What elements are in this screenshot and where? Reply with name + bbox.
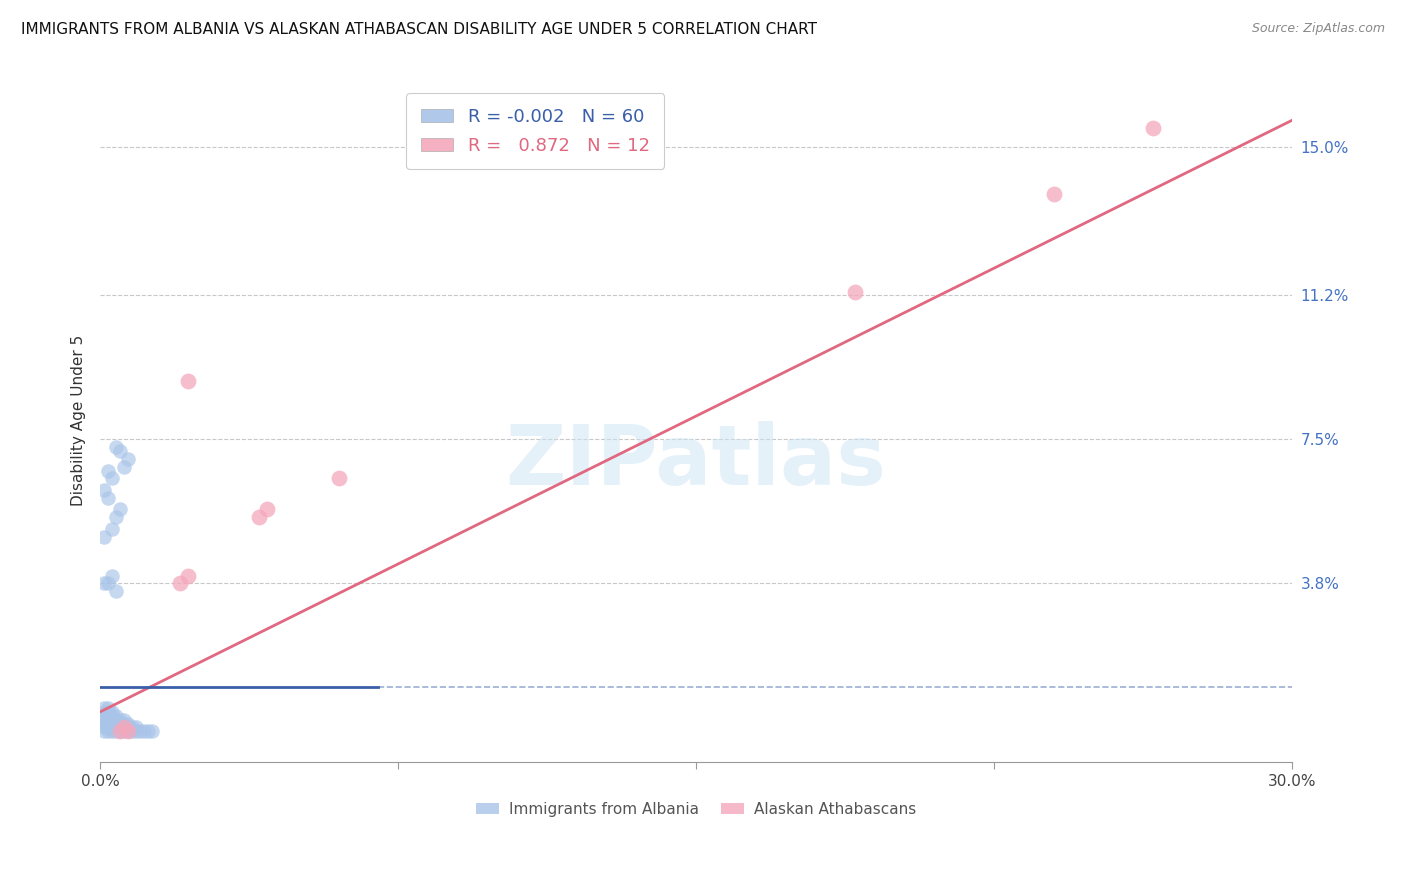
Text: IMMIGRANTS FROM ALBANIA VS ALASKAN ATHABASCAN DISABILITY AGE UNDER 5 CORRELATION: IMMIGRANTS FROM ALBANIA VS ALASKAN ATHAB… (21, 22, 817, 37)
Point (117, 724, 139, 739)
Point (112, 724, 135, 739)
Point (108, 444, 131, 458)
Point (105, 724, 128, 739)
Point (108, 713, 131, 727)
Point (125, 724, 148, 739)
Point (97, 724, 120, 739)
Point (97, 705, 120, 719)
Point (93, 720, 115, 734)
Point (101, 724, 124, 739)
Point (1042, 187, 1064, 202)
Point (128, 724, 150, 739)
Text: ZIPatlas: ZIPatlas (506, 420, 887, 501)
Point (101, 708, 124, 723)
Point (136, 724, 159, 739)
Point (328, 471, 350, 485)
Point (93, 708, 115, 723)
Point (93, 716, 115, 731)
Point (117, 716, 139, 731)
Point (121, 720, 143, 734)
Point (112, 720, 135, 734)
Point (101, 720, 124, 734)
Point (176, 568, 198, 582)
Point (117, 451, 139, 466)
Point (97, 716, 120, 731)
Point (101, 471, 124, 485)
Point (121, 724, 143, 739)
Point (125, 720, 148, 734)
Point (101, 716, 124, 731)
Point (93, 705, 115, 719)
Point (117, 720, 139, 734)
Point (141, 724, 163, 739)
Point (97, 720, 120, 734)
Point (97, 701, 120, 715)
Point (93, 701, 115, 715)
Point (101, 713, 124, 727)
Point (112, 720, 135, 734)
Point (108, 720, 131, 734)
Point (105, 713, 128, 727)
Point (105, 584, 128, 599)
Point (97, 713, 120, 727)
Point (176, 374, 198, 388)
Point (93, 483, 115, 497)
Point (101, 568, 124, 582)
Point (105, 510, 128, 524)
Point (93, 713, 115, 727)
Legend: Immigrants from Albania, Alaskan Athabascans: Immigrants from Albania, Alaskan Athabas… (471, 796, 922, 823)
Point (105, 440, 128, 454)
Point (112, 713, 135, 727)
Point (93, 576, 115, 591)
Y-axis label: Disability Age Under 5: Disability Age Under 5 (72, 334, 86, 506)
Point (1142, 121, 1164, 136)
Point (247, 510, 270, 524)
Point (97, 491, 120, 505)
Point (108, 724, 131, 739)
Point (108, 724, 131, 739)
Point (93, 724, 115, 739)
Point (844, 285, 866, 299)
Point (105, 720, 128, 734)
Point (108, 716, 131, 731)
Point (97, 464, 120, 478)
Point (169, 576, 191, 591)
Point (256, 502, 278, 516)
Text: Source: ZipAtlas.com: Source: ZipAtlas.com (1251, 22, 1385, 36)
Point (101, 705, 124, 719)
Point (105, 716, 128, 731)
Point (108, 502, 131, 516)
Point (97, 708, 120, 723)
Point (112, 459, 135, 474)
Point (105, 708, 128, 723)
Point (101, 522, 124, 536)
Point (93, 530, 115, 544)
Point (132, 724, 155, 739)
Point (117, 724, 139, 739)
Point (112, 716, 135, 731)
Point (97, 576, 120, 591)
